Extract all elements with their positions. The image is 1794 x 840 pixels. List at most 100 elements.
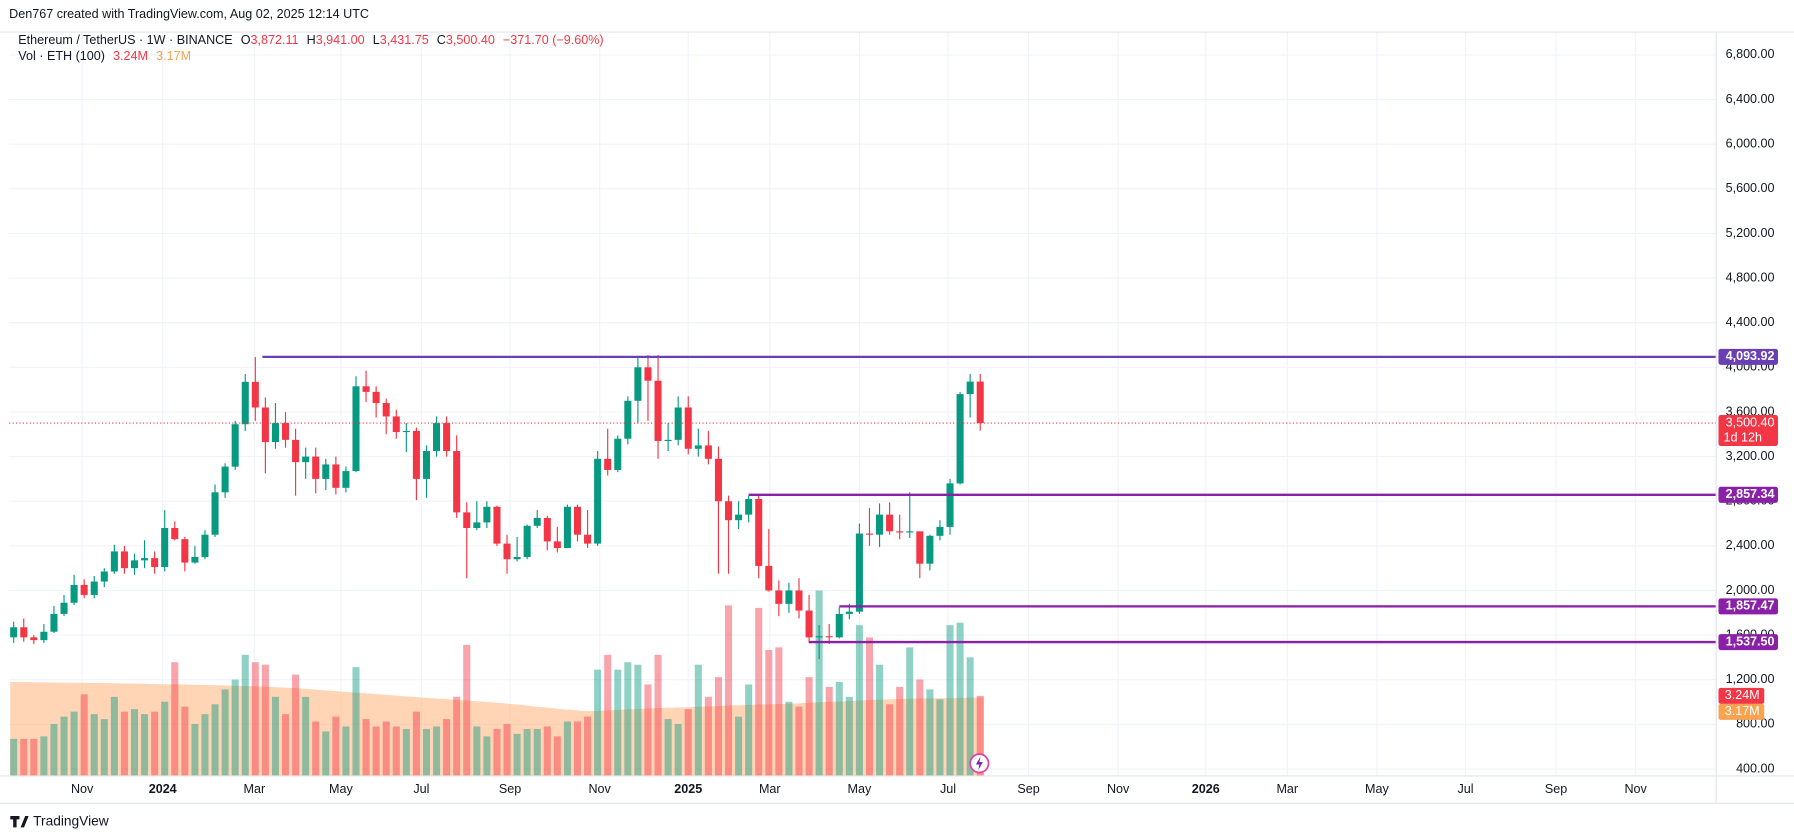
candle-body	[60, 602, 68, 614]
volume-bar	[855, 625, 863, 776]
volume-bar	[785, 701, 793, 776]
candle-body	[422, 451, 430, 479]
volume-bar	[755, 607, 763, 776]
candle-body	[956, 394, 964, 484]
x-tick-label: Nov	[588, 782, 611, 796]
volume-bar	[422, 728, 430, 776]
candle-body	[292, 439, 300, 463]
volume-bar	[765, 649, 773, 776]
volume-ma-value: 3.17M	[156, 50, 191, 64]
level-label: 2,857.34	[1726, 487, 1775, 501]
candle-body	[906, 531, 914, 533]
candle-body	[674, 407, 682, 440]
volume-bar	[50, 724, 58, 776]
candle-body	[724, 501, 733, 521]
candle-body	[553, 541, 561, 549]
volume-label: 3.24M	[1725, 688, 1760, 702]
volume-bar	[30, 738, 38, 776]
volume-bar	[231, 679, 239, 776]
volume-bar	[20, 738, 28, 776]
volume-bar	[614, 669, 622, 776]
candle-body	[90, 581, 98, 595]
candle-body	[251, 381, 259, 408]
l-value: 3,431.75	[380, 34, 429, 48]
c-key: C	[437, 34, 446, 48]
volume-bar	[664, 719, 672, 776]
candle-body	[40, 631, 48, 641]
candle-body	[231, 424, 239, 467]
x-tick-label: Jul	[1457, 782, 1473, 796]
candle-body	[805, 610, 813, 638]
axes: 400.00800.001,200.001,600.002,000.002,40…	[71, 47, 1778, 796]
y-tick-label: 6,400.00	[1726, 92, 1775, 106]
grid	[9, 32, 1717, 776]
volume-bar	[433, 726, 441, 776]
volume-bar	[312, 721, 320, 776]
volume-bar	[141, 714, 149, 776]
volume-bar	[382, 721, 390, 776]
x-tick-label: 2025	[674, 782, 702, 796]
candle-body	[594, 458, 602, 544]
volume-bar	[281, 714, 290, 776]
level-label-box	[1718, 634, 1778, 651]
x-tick-label: Mar	[1276, 782, 1298, 796]
candle-body	[443, 423, 451, 452]
logo-text: TradingView	[33, 813, 109, 828]
x-tick-label: Mar	[243, 782, 265, 796]
volume-bar	[674, 724, 682, 776]
volume-bar	[684, 709, 692, 776]
volume-bar	[70, 711, 78, 776]
level-label-box	[1718, 486, 1778, 503]
candle-body	[20, 627, 28, 638]
volume-bar	[412, 711, 420, 776]
volume-bar	[624, 662, 632, 776]
volume-bar	[493, 728, 501, 776]
volume-bar	[332, 716, 340, 776]
last-price-label: 3,500.40	[1726, 415, 1775, 429]
candle-body	[141, 558, 149, 561]
volume-bar	[40, 736, 48, 776]
y-tick-label: 2,400.00	[1726, 538, 1775, 552]
x-tick-label: Nov	[1624, 782, 1647, 796]
candle-body	[302, 456, 310, 463]
volume-bar	[130, 709, 139, 776]
x-tick-label: Nov	[1107, 782, 1130, 796]
volume-bar	[523, 728, 531, 776]
candle-body	[171, 527, 179, 540]
candle-body	[543, 517, 551, 542]
candle-body	[221, 466, 229, 493]
volume-bar	[322, 731, 330, 776]
candle-body	[493, 506, 501, 544]
y-tick-label: 3,200.00	[1726, 449, 1775, 463]
volume-bar	[604, 654, 612, 776]
volume-bar	[463, 644, 471, 776]
candle-body	[896, 531, 904, 533]
candle-body	[926, 535, 934, 564]
candle-body	[886, 514, 894, 532]
candle-body	[50, 613, 58, 632]
volume-bar	[513, 733, 521, 776]
x-tick-label: Sep	[1017, 782, 1039, 796]
candle-body	[946, 483, 954, 527]
volume-bar	[845, 696, 853, 776]
volume-pane	[10, 590, 984, 776]
candle-body	[463, 512, 471, 528]
candle-body	[785, 590, 793, 604]
candle-body	[654, 380, 662, 441]
candle-body	[120, 551, 128, 569]
credit: Den767 created with TradingView.com, Aug…	[9, 7, 369, 21]
volume-bar	[473, 726, 481, 776]
y-tick-label: 6,800.00	[1726, 47, 1775, 61]
candle-body	[563, 506, 571, 549]
candle-body	[281, 423, 290, 440]
tradingview-logo: TradingView	[10, 813, 109, 828]
candle-body	[503, 543, 511, 560]
candle-body	[352, 386, 360, 472]
candle-body	[10, 627, 18, 638]
volume-bar	[110, 696, 118, 776]
candle-body	[211, 492, 219, 535]
volume-bar	[825, 686, 833, 776]
volume-bar	[503, 724, 511, 776]
x-tick-label: Mar	[759, 782, 781, 796]
candle-body	[100, 571, 108, 582]
